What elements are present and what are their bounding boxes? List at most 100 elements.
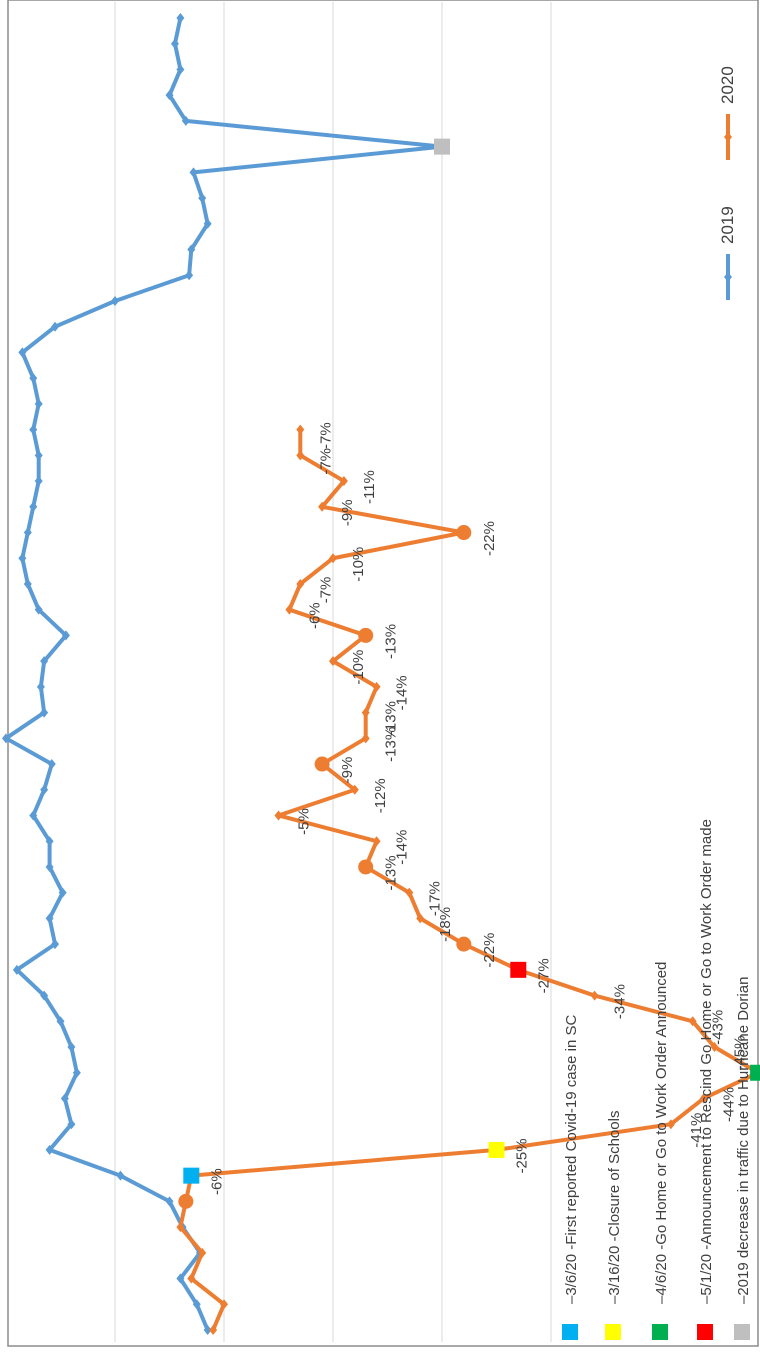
event-legend: –3/6/20 -First reported Covid-19 case in…	[562, 819, 752, 1340]
data-label: -13%	[383, 727, 400, 762]
data-point	[185, 270, 194, 281]
data-point	[176, 1273, 185, 1284]
data-label: -6%	[306, 602, 323, 629]
data-point	[51, 321, 60, 332]
event-marker	[510, 961, 527, 978]
data-point	[36, 681, 45, 692]
data-point	[296, 424, 305, 435]
data-point	[220, 1299, 228, 1310]
data-point	[329, 656, 337, 667]
data-point	[29, 501, 38, 512]
data-label: -22%	[481, 521, 498, 556]
data-label: -13%	[383, 701, 400, 736]
data-label: -9%	[339, 499, 356, 526]
data-point	[45, 861, 54, 872]
data-point	[710, 1042, 719, 1053]
data-labels: -6%-25%-41%-44%-49%-45%-43%-34%-27%-22%-…	[208, 422, 749, 1195]
data-point	[688, 1016, 697, 1027]
data-point	[296, 578, 305, 589]
data-point	[72, 1067, 81, 1078]
data-point	[165, 1196, 174, 1207]
data-point	[51, 939, 60, 950]
data-label: -34%	[612, 984, 629, 1019]
data-point	[67, 1119, 76, 1130]
data-label: -45%	[732, 1036, 749, 1071]
data-label: -7%	[317, 448, 334, 475]
data-point	[358, 859, 374, 875]
data-point	[29, 424, 38, 435]
data-point	[111, 295, 119, 306]
data-point	[34, 398, 43, 409]
data-point	[372, 836, 381, 847]
data-label: -14%	[394, 830, 411, 865]
event-marker	[488, 1141, 505, 1158]
data-point	[23, 578, 32, 589]
data-point	[203, 1325, 212, 1335]
data-point	[58, 887, 67, 898]
data-point	[29, 810, 38, 821]
data-point	[192, 1299, 201, 1310]
gridlines	[114, 2, 552, 1342]
data-point	[47, 759, 56, 770]
data-point	[274, 810, 283, 821]
data-point	[45, 1144, 54, 1155]
data-point	[590, 990, 599, 1001]
legend-label: 2020	[718, 66, 737, 104]
data-point	[666, 1119, 675, 1130]
data-point	[176, 64, 185, 75]
data-label: -27%	[535, 958, 552, 993]
event-legend-label: –5/1/20 -Announcement to Rescind Go Home…	[698, 819, 715, 1304]
data-point	[170, 38, 179, 49]
series-line-2019	[4, 16, 444, 1332]
series-legend: 2019 2020	[718, 66, 737, 300]
data-label: -12%	[372, 778, 389, 813]
plot-border	[7, 0, 759, 1347]
data-point	[187, 244, 196, 255]
data-point	[116, 1170, 125, 1181]
data-label: -22%	[481, 933, 498, 968]
data-point	[198, 193, 207, 204]
data-label: -14%	[394, 675, 411, 710]
event-legend-label: –2019 decrease in traffic due to Hurrica…	[735, 977, 752, 1304]
data-label: -41%	[688, 1113, 705, 1148]
data-point	[209, 1325, 218, 1335]
data-label: -7%	[317, 422, 334, 449]
data-point	[12, 964, 21, 975]
data-label: -10%	[350, 547, 367, 582]
data-point	[456, 936, 472, 952]
data-label: -11%	[361, 470, 378, 504]
event-legend-swatch	[605, 1324, 621, 1340]
data-label: -18%	[437, 907, 454, 942]
data-point	[189, 167, 198, 178]
data-point	[296, 450, 305, 461]
legend-label: 2019	[718, 206, 737, 244]
data-point	[203, 218, 212, 229]
event-legend-label: –3/16/20 -Closure of Schools	[606, 1111, 623, 1304]
data-label: -5%	[296, 808, 313, 835]
event-marker	[750, 1064, 760, 1081]
event-legend-swatch	[697, 1324, 713, 1340]
data-label: -6%	[208, 1168, 225, 1195]
data-point	[18, 553, 27, 564]
data-label: -25%	[514, 1138, 531, 1173]
data-point	[40, 707, 49, 718]
data-point	[187, 1273, 196, 1284]
legend-marker	[724, 272, 732, 282]
data-point	[34, 450, 43, 461]
data-label: -9%	[339, 757, 356, 784]
data-label: -13%	[383, 855, 400, 890]
event-legend-swatch	[652, 1324, 668, 1340]
data-point	[34, 604, 43, 615]
data-point	[314, 756, 330, 772]
data-point	[40, 656, 49, 667]
data-point	[45, 836, 54, 847]
data-point	[361, 707, 370, 718]
data-label: -44%	[721, 1087, 738, 1122]
event-legend-swatch	[734, 1324, 750, 1340]
event-markers	[183, 138, 760, 1184]
event-legend-label: –3/6/20 -First reported Covid-19 case in…	[563, 1015, 580, 1304]
legend-marker	[724, 132, 732, 142]
data-point	[181, 115, 190, 126]
